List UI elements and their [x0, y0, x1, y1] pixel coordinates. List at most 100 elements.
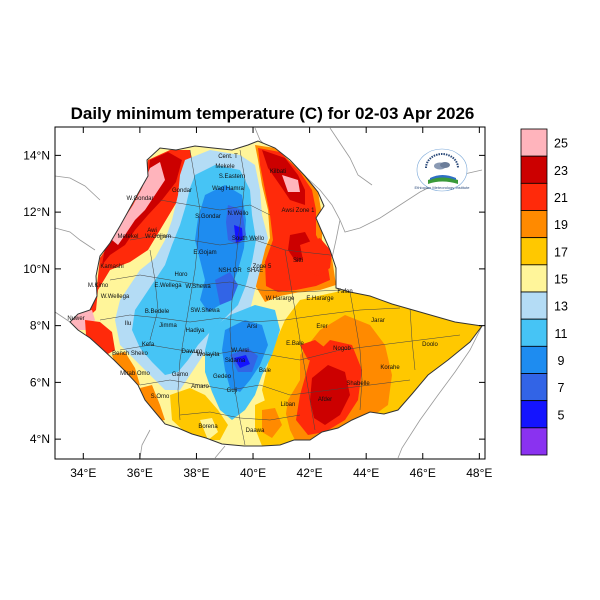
zone-label: S.Omo	[151, 394, 170, 400]
water-icon	[430, 175, 456, 180]
colorbar-label: 21	[554, 191, 568, 205]
zone-label: Sidama	[225, 358, 246, 364]
ground-icon	[428, 177, 458, 184]
zone-label: W.Wellega	[101, 294, 130, 300]
zone-label: Gedeo	[213, 374, 232, 380]
zone-label: Nuwer	[67, 316, 84, 322]
zone-label: Bench Sheko	[112, 351, 148, 357]
zone-label: S.Gondar	[195, 214, 221, 220]
zone-label: Cent. T	[218, 154, 238, 160]
x-tick-label: 42°E	[297, 466, 323, 480]
zone-label: Amaro	[191, 384, 209, 390]
zone-label: B.Bedele	[145, 309, 170, 315]
colorbar-label: 5	[558, 408, 565, 422]
x-tick-label: 44°E	[353, 466, 379, 480]
y-tick-label: 4°N	[30, 432, 50, 446]
x-tick-label: 40°E	[240, 466, 266, 480]
colorbar-swatch	[520, 264, 548, 293]
logo-text: Ethiopian Meteorology Institute	[415, 185, 471, 190]
zone-label: Kamashi	[100, 264, 123, 270]
colorbar-swatch	[520, 345, 548, 374]
y-tick-label: 10°N	[23, 262, 50, 276]
x-tick-label: 46°E	[410, 466, 436, 480]
zone-label: Kefa	[142, 342, 155, 348]
zone-label: Liban	[281, 402, 296, 408]
zone-label: Wolayita	[197, 352, 221, 358]
y-tick-label: 14°N	[23, 148, 50, 162]
zone-label: South Wello	[232, 236, 265, 242]
zone-label: Arsi	[247, 324, 257, 330]
zone-label: Fafan	[337, 289, 352, 295]
colorbar-swatch	[520, 427, 548, 456]
colorbar-label: 9	[558, 354, 565, 368]
zone-label: Mirab Omo	[120, 371, 150, 377]
x-tick-label: 38°E	[183, 466, 209, 480]
zone-label: Dawuro	[182, 349, 203, 355]
colorbar-swatch	[520, 318, 548, 347]
zone-label: Afder	[318, 397, 332, 403]
zone-label: Daawa	[246, 428, 265, 434]
y-tick-label: 6°N	[30, 375, 50, 389]
zone-label: W.Shewa	[185, 284, 211, 290]
x-tick-label: 34°E	[70, 466, 96, 480]
zone-label: Zone 5	[253, 264, 272, 270]
zone-label: E.Hararge	[306, 296, 334, 302]
zone-label: S.Eastern	[219, 174, 245, 180]
colorbar-label: 13	[554, 300, 568, 314]
zone-label: Wag Hamra	[212, 186, 244, 192]
zone-label: Metekel	[117, 234, 138, 240]
zone-label: Jarar	[371, 318, 385, 324]
zone-label: Nogob	[333, 346, 351, 352]
colorbar-swatch	[520, 155, 548, 184]
map-title: Daily minimum temperature (C) for 02-03 …	[70, 104, 475, 123]
colorbar-swatch	[520, 373, 548, 402]
colorbar-label: 23	[554, 164, 568, 178]
zone-label: SW.Shewa	[190, 308, 220, 314]
zone-label: E.Wellega	[154, 283, 182, 289]
x-tick-label: 48°E	[466, 466, 492, 480]
zone-label: Korahe	[380, 365, 400, 371]
zone-label: E.Bale	[286, 341, 304, 347]
colorbar-swatch	[520, 128, 548, 157]
zone-label: Borena	[198, 424, 218, 430]
map-frame	[54, 126, 486, 460]
zone-label: Sitti	[293, 258, 303, 264]
zone-label: W.Hararge	[266, 296, 295, 302]
zone-label: Ilu	[125, 321, 131, 327]
colorbar-label: 11	[555, 327, 568, 341]
colorbar-swatch	[520, 237, 548, 266]
zone-label: Bale	[259, 368, 272, 374]
zone-label: Kilbati	[270, 169, 286, 175]
zone-label: W.Arsi	[231, 348, 248, 354]
colorbar-swatch	[520, 291, 548, 320]
zone-label: Guji	[227, 388, 238, 394]
cloud-icon-shade	[440, 162, 450, 168]
emi-logo: Ethiopian Meteorology Institute	[415, 148, 471, 192]
zone-label: Awi	[147, 228, 157, 234]
zone-label: Gondar	[172, 188, 192, 194]
zone-label: Shabelle	[346, 381, 370, 387]
zone-label: Erer	[316, 324, 327, 330]
zone-label: Mekele	[215, 164, 235, 170]
colorbar-swatch	[520, 400, 548, 429]
zone-label: Awsi Zone 1	[282, 208, 316, 214]
zone-label: Jimma	[159, 323, 177, 329]
zone-labels: Cent. T Mekele S.Eastern Kilbati W.Gondar Gon…	[67, 154, 438, 434]
zone-label: Horo	[174, 272, 188, 278]
y-tick-label: 12°N	[23, 205, 50, 219]
colorbar-label: 25	[554, 137, 568, 151]
zone-label: W.Gojjam	[145, 234, 171, 240]
zone-label: Gamo	[172, 372, 189, 378]
colorbar-label: 7	[558, 381, 565, 395]
x-tick-label: 36°E	[127, 466, 153, 480]
ethiopia-outline	[69, 140, 483, 447]
zone-label: N.Wello	[228, 211, 250, 217]
colorbar-label: 19	[554, 218, 568, 232]
colorbar: 25 23 21 19 17 15 13 11 9 7 5	[520, 128, 568, 456]
y-tick-label: 8°N	[30, 319, 50, 333]
zone-label: Hadiya	[186, 328, 205, 334]
zone-label: W.Gondar	[126, 196, 153, 202]
zone-boundaries	[99, 149, 461, 446]
colorbar-label: 17	[554, 245, 568, 259]
